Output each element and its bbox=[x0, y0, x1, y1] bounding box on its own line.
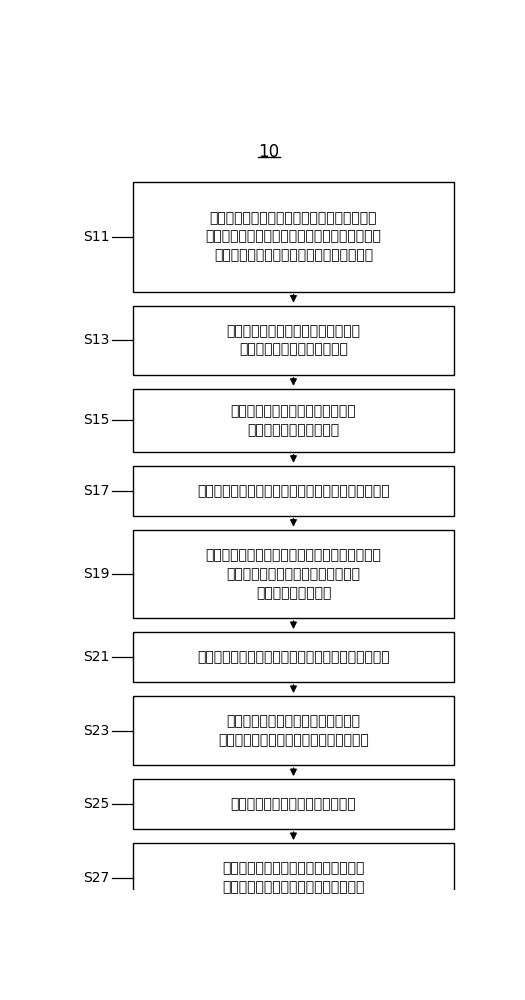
Bar bbox=[133, 389, 454, 452]
Bar bbox=[133, 843, 454, 912]
Bar bbox=[133, 696, 454, 765]
Text: 形成一第一切换单元以及一第二切换单元在该基底上: 形成一第一切换单元以及一第二切换单元在该基底上 bbox=[197, 484, 390, 498]
Text: 形成一第一去耦合单元以及一存储
单元在该多个加宽沟槽中: 形成一第一去耦合单元以及一存储 单元在该多个加宽沟槽中 bbox=[230, 404, 356, 437]
Text: 执行一湿式瓶形蚀刻工艺以将该多个
第一沟槽转换成多个加宽沟槽: 执行一湿式瓶形蚀刻工艺以将该多个 第一沟槽转换成多个加宽沟槽 bbox=[226, 324, 361, 357]
Text: S17: S17 bbox=[83, 484, 109, 498]
Text: 形成一垫介电层在该上钝化层上，以暴露该多个垫层: 形成一垫介电层在该上钝化层上，以暴露该多个垫层 bbox=[197, 650, 390, 664]
Bar bbox=[133, 306, 454, 375]
Text: S15: S15 bbox=[83, 413, 109, 427]
Text: 形成多个垫层在基底上，形成一上钝化层在该多
个垫层上，以及形成多个上钝化层开
孔以暴露该多个垫层: 形成多个垫层在基底上，形成一上钝化层在该多 个垫层上，以及形成多个上钝化层开 孔… bbox=[205, 548, 381, 600]
Text: S27: S27 bbox=[83, 871, 109, 885]
Bar bbox=[133, 466, 454, 516]
Text: S25: S25 bbox=[83, 797, 109, 811]
Text: 提供一基底，形成多个第一沟槽在该基底中，
形成多个埋入板在该基底中，以及形成多个环形
隔离衬垫在该多个埋入板上以及在该基底中: 提供一基底，形成多个第一沟槽在该基底中， 形成多个埋入板在该基底中，以及形成多个… bbox=[205, 211, 381, 263]
Text: 形成一重分布结构在该遮罩开孔中: 形成一重分布结构在该遮罩开孔中 bbox=[230, 797, 356, 811]
Bar bbox=[133, 182, 454, 292]
Text: 10: 10 bbox=[258, 143, 280, 161]
Bar bbox=[133, 530, 454, 618]
Text: S23: S23 bbox=[83, 724, 109, 738]
Text: 形成一中间隔离层在该重分布结构上，
以及形成一上导电层在该中间隔离层上: 形成一中间隔离层在该重分布结构上， 以及形成一上导电层在该中间隔离层上 bbox=[222, 861, 365, 894]
Text: S13: S13 bbox=[83, 333, 109, 347]
Text: S21: S21 bbox=[83, 650, 109, 664]
Text: S19: S19 bbox=[83, 567, 109, 581]
Bar bbox=[133, 632, 454, 682]
Bar bbox=[133, 779, 454, 829]
Text: S11: S11 bbox=[83, 230, 109, 244]
Text: 形成一第一遮罩层在该垫介电层上，
以及形成沿着该第一遮罩层的一遮罩开孔: 形成一第一遮罩层在该垫介电层上， 以及形成沿着该第一遮罩层的一遮罩开孔 bbox=[218, 714, 369, 747]
